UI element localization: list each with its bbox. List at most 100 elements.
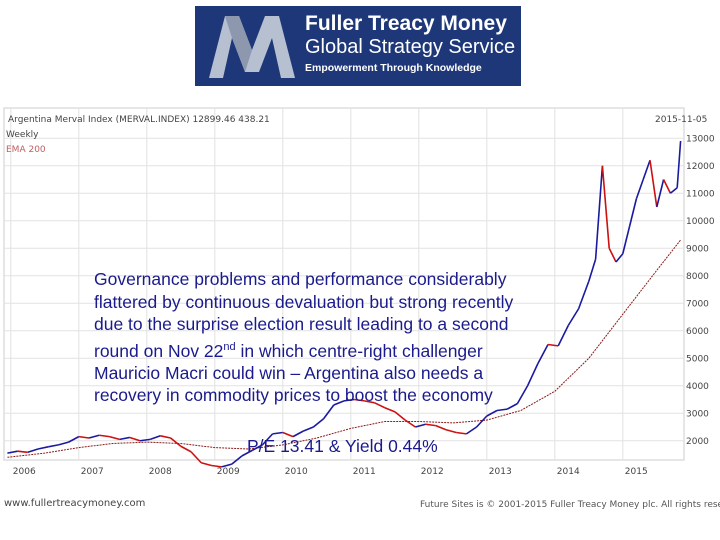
brand-tagline: Empowerment Through Knowledge (305, 62, 482, 74)
price-segment (261, 433, 274, 446)
price-segment (99, 434, 110, 438)
price-segment (180, 445, 192, 453)
price-segment (231, 455, 243, 465)
y-tick-label: 5000 (686, 354, 709, 364)
y-tick-label: 8000 (686, 272, 709, 282)
price-segment (608, 247, 617, 263)
y-tick-label: 6000 (686, 327, 709, 337)
price-segment (364, 400, 375, 404)
commentary-line-4-start: round on Nov 22 (94, 340, 224, 361)
y-tick-label: 2000 (686, 437, 709, 447)
price-segment (68, 435, 80, 443)
commentary-line-4: round on Nov 22nd in which centre-right … (94, 336, 594, 362)
ftm-logo-icon (209, 16, 295, 78)
pe-yield-text: P/E 13.41 & Yield 0.44% (247, 436, 438, 456)
price-segment (506, 402, 518, 410)
price-segment (415, 423, 426, 428)
price-segment (642, 159, 651, 180)
price-segment (384, 407, 396, 413)
price-segment (343, 398, 355, 402)
commentary-line-6: recovery in commodity prices to boost th… (94, 385, 493, 406)
price-segment (465, 426, 478, 435)
price-segment (149, 435, 161, 441)
price-segment (669, 187, 678, 194)
x-tick-label: 2011 (353, 467, 376, 477)
price-segment (170, 437, 182, 447)
commentary-line-5: Mauricio Macri could win – Argentina als… (94, 362, 484, 383)
commentary-line-4-end: in which centre-right challenger (235, 340, 483, 361)
price-segment (78, 435, 90, 439)
price-segment (656, 179, 665, 208)
price-segment (160, 435, 171, 439)
price-segment (394, 411, 406, 421)
y-tick-label: 3000 (686, 409, 709, 419)
y-tick-label: 13000 (686, 134, 715, 144)
price-segment (662, 179, 672, 194)
footer-copyright: Future Sites is © 2001-2015 Fuller Treac… (420, 500, 720, 510)
brand-logo[interactable]: Fuller Treacy Money Global Strategy Serv… (195, 6, 521, 86)
x-tick-label: 2012 (421, 467, 444, 477)
brand-subtitle: Global Strategy Service (305, 36, 516, 58)
price-segment (292, 430, 304, 438)
price-segment (445, 428, 457, 434)
footer-website[interactable]: www.fullertreacymoney.com (4, 498, 146, 509)
price-segment (302, 426, 314, 432)
legend-ema: EMA 200 (6, 145, 46, 155)
price-segment (109, 435, 120, 441)
x-tick-label: 2013 (489, 467, 512, 477)
price-segment (211, 464, 222, 468)
price-segment (322, 404, 335, 420)
commentary-line-3: due to the surprise election result lead… (94, 314, 509, 334)
chart-area: 2000 3000 4000 5000 6000 7000 8000 9000 10000 110… (0, 92, 720, 540)
price-segment (615, 253, 624, 263)
commentary-line-2: flattered by continuous devaluation but … (94, 291, 514, 312)
price-segment (48, 444, 59, 448)
price-segment (354, 398, 365, 402)
y-tick-label: 7000 (686, 299, 709, 309)
price-segment (622, 226, 631, 254)
price-segment (129, 436, 141, 442)
price-segment (425, 423, 436, 427)
y-tick-label: 4000 (686, 382, 709, 392)
price-segment (7, 450, 18, 454)
chart-title: Argentina Merval Index (MERVAL.INDEX) 12… (8, 115, 270, 125)
price-segment (496, 408, 508, 412)
price-segment (486, 409, 498, 417)
price-segment (516, 385, 529, 405)
price-segment (577, 280, 590, 310)
x-tick-label: 2009 (217, 467, 240, 477)
x-tick-label: 2007 (81, 467, 104, 477)
commentary-superscript: nd (223, 340, 236, 353)
price-segment (119, 436, 130, 441)
y-tick-label: 12000 (686, 162, 715, 172)
price-segment (526, 363, 539, 387)
price-segment (588, 259, 597, 282)
price-segment (537, 344, 549, 365)
price-segment (241, 449, 253, 457)
brand-name: Fuller Treacy Money (305, 12, 507, 35)
y-tick-label: 9000 (686, 244, 709, 254)
price-segment (139, 438, 151, 442)
price-segment (649, 160, 658, 208)
price-segment (557, 324, 570, 347)
price-segment (676, 140, 682, 188)
price-segment (58, 441, 69, 446)
price-segment (88, 434, 100, 439)
price-segment (594, 165, 604, 260)
price-segment (404, 419, 416, 428)
price-segment (456, 431, 467, 435)
price-segment (17, 450, 28, 454)
price-segment (272, 431, 283, 435)
header-band: Fuller Treacy Money Global Strategy Serv… (0, 0, 720, 92)
ema-line (7, 239, 681, 458)
price-segment (282, 431, 294, 438)
x-tick-label: 2010 (285, 467, 308, 477)
price-segment (37, 446, 49, 450)
commentary-text: Governance problems and performance cons… (94, 268, 594, 407)
price-segment (628, 198, 638, 227)
price-segment (635, 179, 644, 200)
price-segment (312, 418, 325, 428)
x-tick-label: 2015 (625, 467, 648, 477)
price-segment (374, 402, 386, 409)
price-segment (251, 444, 263, 452)
